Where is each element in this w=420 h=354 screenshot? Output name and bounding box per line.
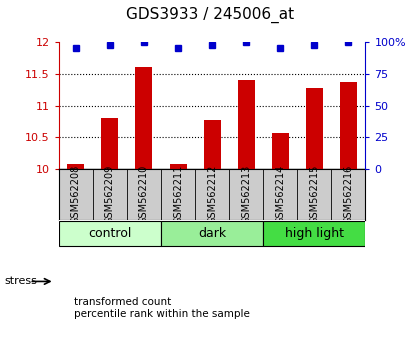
- Bar: [59, 221, 161, 246]
- Text: GSM562213: GSM562213: [241, 165, 251, 224]
- Bar: [101, 119, 118, 169]
- Bar: [263, 221, 365, 246]
- Text: transformed count: transformed count: [74, 297, 171, 307]
- Text: GSM562211: GSM562211: [173, 165, 183, 224]
- Text: GSM562216: GSM562216: [344, 165, 353, 224]
- Text: dark: dark: [198, 227, 226, 240]
- Bar: [135, 67, 152, 169]
- Bar: [306, 88, 323, 169]
- Text: GDS3933 / 245006_at: GDS3933 / 245006_at: [126, 7, 294, 23]
- Text: GSM562215: GSM562215: [309, 165, 319, 224]
- Text: GSM562209: GSM562209: [105, 165, 115, 224]
- Text: control: control: [88, 227, 131, 240]
- Text: stress: stress: [4, 276, 37, 286]
- Text: GSM562210: GSM562210: [139, 165, 149, 224]
- Text: GSM562214: GSM562214: [275, 165, 285, 224]
- Text: GSM562212: GSM562212: [207, 165, 217, 224]
- Bar: [67, 164, 84, 169]
- Bar: [161, 221, 263, 246]
- Bar: [340, 82, 357, 169]
- Text: high light: high light: [285, 227, 344, 240]
- Bar: [170, 164, 186, 169]
- Bar: [204, 120, 220, 169]
- Bar: [272, 133, 289, 169]
- Text: percentile rank within the sample: percentile rank within the sample: [74, 309, 249, 319]
- Text: GSM562208: GSM562208: [71, 165, 81, 224]
- Bar: [238, 80, 255, 169]
